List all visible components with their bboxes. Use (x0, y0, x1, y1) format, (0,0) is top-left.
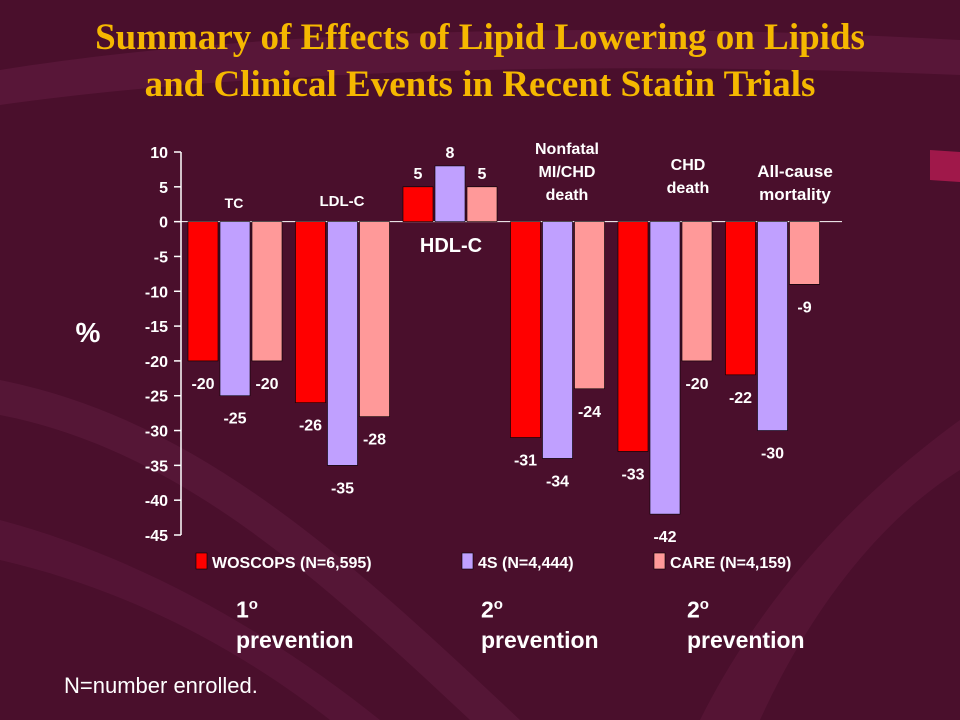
data-label: -31 (514, 453, 537, 470)
bar (574, 221, 605, 390)
data-label: -20 (191, 376, 214, 393)
data-label: -25 (223, 411, 246, 428)
category-label: Nonfatal (535, 141, 599, 158)
y-tick-label: 10 (150, 145, 168, 162)
data-label: -9 (797, 299, 811, 316)
data-label: -20 (685, 376, 708, 393)
legend-entry: 4S (N=4,444) (478, 555, 574, 572)
bar (542, 221, 573, 459)
title-line-1: Summary of Effects of Lipid Lowering on … (95, 17, 865, 58)
y-tick-label: -40 (145, 493, 168, 510)
prevention-label-3: 2o prevention (687, 596, 805, 653)
legend-entry: CARE (N=4,159) (670, 555, 791, 572)
y-tick-label: -20 (145, 354, 168, 371)
data-label: -24 (578, 404, 601, 421)
legend-entry: WOSCOPS (N=6,595) (212, 555, 372, 572)
data-label: -30 (761, 446, 784, 463)
data-label: -42 (653, 529, 676, 546)
y-tick-label: -35 (145, 458, 168, 475)
data-label: -35 (331, 480, 354, 497)
category-label: LDL-C (320, 193, 365, 210)
footnote: N=number enrolled. (64, 673, 258, 698)
bar (251, 221, 283, 362)
legend-swatch (653, 552, 666, 570)
y-tick-label: -10 (145, 284, 168, 301)
y-tick-label: -15 (145, 319, 168, 336)
legend-swatch (195, 552, 208, 570)
data-label: -20 (255, 376, 278, 393)
bar (327, 221, 358, 466)
bar (295, 221, 326, 403)
category-label: mortality (759, 185, 831, 204)
bar (649, 221, 681, 515)
bar (757, 221, 788, 431)
bar (219, 221, 251, 397)
data-label: -22 (729, 390, 752, 407)
prevention-label-1: 1o prevention (236, 596, 354, 653)
category-label: TC (225, 195, 244, 211)
bar (434, 165, 466, 222)
y-tick-label: -5 (154, 249, 168, 266)
data-label: -26 (299, 418, 322, 435)
category-label: death (667, 180, 710, 197)
y-tick-label: 0 (159, 215, 168, 232)
bar (187, 221, 219, 362)
slide-title: Summary of Effects of Lipid Lowering on … (0, 14, 960, 108)
legend-swatch (461, 552, 474, 570)
prevention-label-2: 2o prevention (481, 596, 599, 653)
bar (789, 221, 820, 285)
data-label: 8 (446, 145, 455, 162)
category-label: All-cause (757, 162, 833, 181)
category-label: HDL-C (420, 235, 482, 257)
data-label: 5 (478, 166, 487, 183)
y-tick-label: -30 (145, 424, 168, 441)
bar (725, 221, 756, 376)
title-line-2: and Clinical Events in Recent Statin Tri… (144, 64, 816, 105)
bar (617, 221, 649, 452)
category-label: MI/CHD (539, 164, 596, 181)
data-label: -34 (546, 473, 569, 490)
data-label: 5 (414, 166, 423, 183)
y-tick-label: 5 (159, 180, 168, 197)
data-label: -33 (621, 466, 644, 483)
bar (681, 221, 713, 362)
y-axis-label: % (76, 317, 101, 348)
bar (466, 186, 498, 222)
category-label: CHD (671, 157, 706, 174)
bar (402, 186, 434, 222)
category-label: death (546, 187, 589, 204)
bar (510, 221, 541, 438)
bar (359, 221, 390, 417)
y-tick-label: -45 (145, 528, 168, 545)
data-label: -28 (363, 432, 386, 449)
y-tick-label: -25 (145, 389, 168, 406)
